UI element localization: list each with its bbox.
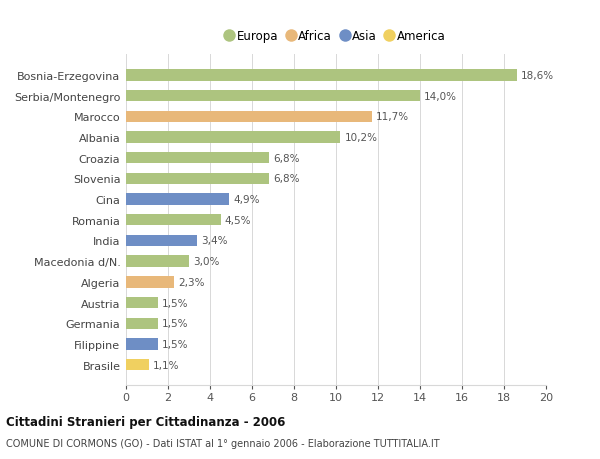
- Text: 1,5%: 1,5%: [162, 339, 188, 349]
- Text: 2,3%: 2,3%: [179, 277, 205, 287]
- Text: 14,0%: 14,0%: [424, 91, 457, 101]
- Bar: [126, 153, 269, 164]
- Bar: [126, 297, 157, 308]
- Text: 4,9%: 4,9%: [233, 195, 260, 205]
- Bar: [126, 132, 340, 143]
- Bar: [126, 256, 189, 267]
- Bar: [126, 70, 517, 81]
- Text: 3,0%: 3,0%: [193, 257, 220, 267]
- Bar: [126, 174, 269, 185]
- Bar: [126, 359, 149, 370]
- Text: 4,5%: 4,5%: [224, 215, 251, 225]
- Bar: [126, 318, 157, 329]
- Bar: [126, 194, 229, 205]
- Text: 10,2%: 10,2%: [344, 133, 377, 143]
- Text: 3,4%: 3,4%: [202, 236, 228, 246]
- Bar: [126, 112, 372, 123]
- Bar: [126, 277, 175, 288]
- Text: 18,6%: 18,6%: [521, 71, 554, 81]
- Bar: [126, 215, 221, 226]
- Text: 6,8%: 6,8%: [273, 153, 299, 163]
- Text: 1,1%: 1,1%: [154, 360, 180, 370]
- Text: Cittadini Stranieri per Cittadinanza - 2006: Cittadini Stranieri per Cittadinanza - 2…: [6, 415, 286, 428]
- Legend: Europa, Africa, Asia, America: Europa, Africa, Asia, America: [224, 28, 448, 45]
- Bar: [126, 339, 157, 350]
- Text: COMUNE DI CORMONS (GO) - Dati ISTAT al 1° gennaio 2006 - Elaborazione TUTTITALIA: COMUNE DI CORMONS (GO) - Dati ISTAT al 1…: [6, 438, 440, 448]
- Text: 11,7%: 11,7%: [376, 112, 409, 122]
- Text: 1,5%: 1,5%: [162, 319, 188, 329]
- Text: 6,8%: 6,8%: [273, 174, 299, 184]
- Bar: [126, 91, 420, 102]
- Bar: [126, 235, 197, 246]
- Text: 1,5%: 1,5%: [162, 298, 188, 308]
